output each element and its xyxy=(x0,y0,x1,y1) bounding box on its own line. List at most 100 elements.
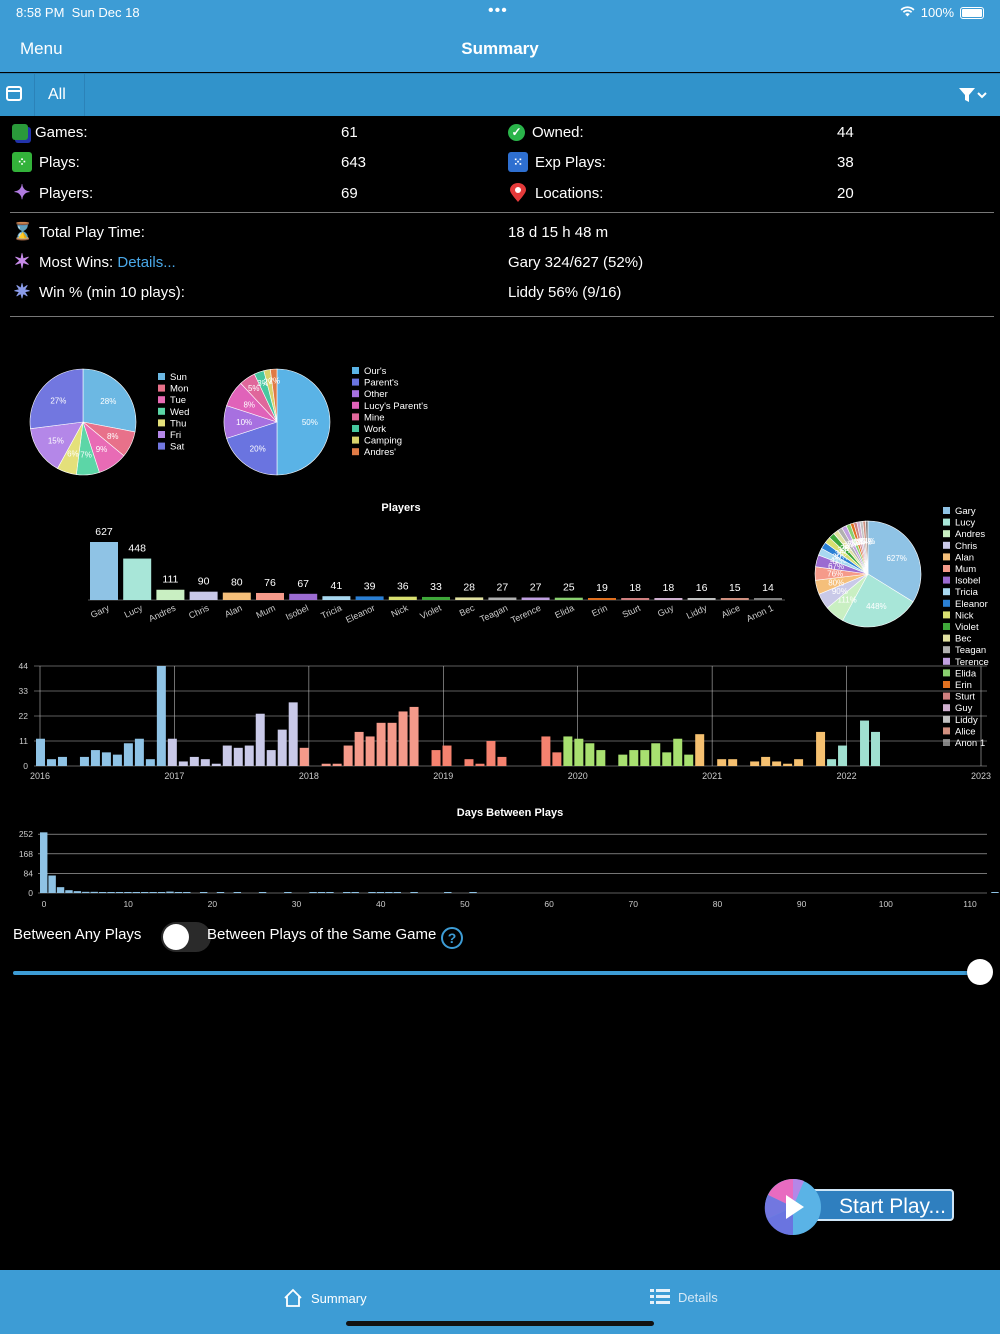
player-count-pie-pct-label: 18% xyxy=(852,538,868,547)
timeline-x-tick: 2021 xyxy=(702,771,722,781)
help-icon[interactable]: ? xyxy=(441,927,463,949)
games-label: Games: xyxy=(35,123,88,141)
days-x-tick: 110 xyxy=(963,899,977,909)
stat-playtime: ⌛ Total Play Time: xyxy=(12,218,145,246)
tab-details[interactable]: Details xyxy=(650,1288,718,1306)
players-bar xyxy=(322,596,351,600)
status-bar: 8:58 PM Sun Dec 18 ••• 100% xyxy=(0,0,1000,24)
timeline-bar xyxy=(288,702,298,766)
timeline-bar xyxy=(728,759,738,766)
calendar-icon[interactable] xyxy=(6,86,22,101)
players-bar xyxy=(189,591,218,600)
timeline-bar xyxy=(299,747,309,766)
range-slider[interactable] xyxy=(13,959,993,985)
timeline-bar xyxy=(200,759,210,766)
player-count-pie-legend-swatch xyxy=(943,657,950,665)
start-play-pie-icon[interactable] xyxy=(764,1178,822,1236)
days-bar xyxy=(98,892,107,893)
weekday-pie-legend-swatch xyxy=(158,373,165,380)
players-bar xyxy=(90,542,118,600)
player-count-pie-pct-label: 14% xyxy=(859,537,875,546)
location-pie-legend-swatch xyxy=(352,378,359,386)
weekday-pie-legend-swatch xyxy=(158,442,165,450)
player-count-pie-legend-swatch xyxy=(943,669,950,677)
period-selector[interactable]: All xyxy=(48,86,66,103)
start-play-label[interactable]: Start Play... xyxy=(804,1189,954,1221)
players-bar-value: 41 xyxy=(331,580,343,592)
players-bar-category: Nick xyxy=(390,603,411,620)
wifi-icon xyxy=(900,5,915,20)
player-count-pie-pct-label: 27% xyxy=(843,542,859,551)
weekday-pie-pct-label: 8% xyxy=(107,432,119,441)
players-bar xyxy=(720,598,749,600)
days-x-tick: 20 xyxy=(208,899,218,909)
players-bar-value: 28 xyxy=(463,581,475,593)
days-bar xyxy=(107,892,115,893)
timeline-x-tick: 2018 xyxy=(299,771,319,781)
location-pie-legend-swatch xyxy=(352,401,359,409)
timeline-bar xyxy=(134,738,144,766)
days-bar xyxy=(115,892,124,893)
details-link[interactable]: Details... xyxy=(117,253,176,271)
timeline-bar xyxy=(827,759,837,766)
player-count-pie-legend-label: Elida xyxy=(955,668,977,679)
timeline-bar xyxy=(332,763,342,766)
timeline-bar xyxy=(376,722,386,766)
players-bar xyxy=(289,593,318,600)
same-game-toggle[interactable] xyxy=(161,922,211,952)
days-bar xyxy=(258,892,267,893)
timeline-bar xyxy=(354,731,364,766)
player-count-pie-pct-label: 80% xyxy=(828,578,844,587)
days-x-tick: 50 xyxy=(460,899,470,909)
tab-summary[interactable]: Summary xyxy=(283,1288,367,1308)
toggle-knob[interactable] xyxy=(163,924,189,950)
divider xyxy=(10,316,994,317)
timeline-y-tick: 22 xyxy=(19,711,29,721)
players-bar-value: 27 xyxy=(497,582,509,594)
player-count-pie-legend-swatch xyxy=(943,541,950,549)
multitask-dots[interactable]: ••• xyxy=(488,2,508,19)
player-count-pie-legend-swatch xyxy=(943,739,950,746)
timeline-bar xyxy=(189,756,199,766)
meeple-star-icon: ✶ xyxy=(13,251,31,273)
player-count-pie-pct-label: 27% xyxy=(845,541,861,550)
players-label: Players: xyxy=(39,184,94,202)
player-count-pie-slice xyxy=(842,573,914,628)
weekday-pie-pct-label: 28% xyxy=(100,397,116,406)
player-count-pie-legend-swatch xyxy=(943,611,950,619)
win-percent-label: Win % (min 10 plays): xyxy=(39,283,185,301)
players-bar-value: 14 xyxy=(762,582,774,594)
days-x-tick: 10 xyxy=(123,899,133,909)
timeline-x-tick: 2019 xyxy=(433,771,453,781)
plays-value: 643 xyxy=(341,153,367,171)
location-pie-legend-label: Our's xyxy=(364,366,387,377)
days-bar xyxy=(410,892,418,893)
player-count-pie-legend-swatch xyxy=(943,588,950,596)
stat-win-percent: ✷ Win % (min 10 plays): xyxy=(12,278,185,306)
slider-thumb[interactable] xyxy=(967,959,993,985)
players-bar-category: Bec xyxy=(458,603,477,619)
weekday-pie-legend-swatch xyxy=(158,396,165,404)
timeline-x-tick: 2022 xyxy=(837,771,857,781)
start-play-button[interactable]: Start Play... xyxy=(764,1178,964,1236)
player-count-pie-pct-label: 67% xyxy=(828,562,844,571)
players-bar xyxy=(222,592,251,600)
players-bar-value: 19 xyxy=(596,582,608,594)
players-bar xyxy=(455,597,484,600)
menu-button[interactable]: Menu xyxy=(20,39,63,58)
weekday-pie-slice xyxy=(29,368,84,429)
timeline-bar xyxy=(211,763,221,766)
players-bar-value: 18 xyxy=(663,582,675,594)
timeline-bar xyxy=(486,741,496,766)
weekday-pie-pct-label: 9% xyxy=(96,445,108,454)
timeline-bar xyxy=(596,750,606,766)
status-time: 8:58 PM Sun Dec 18 xyxy=(16,5,140,20)
player-count-pie-legend-label: Alan xyxy=(955,552,974,563)
days-bar xyxy=(157,892,166,893)
filter-icon[interactable] xyxy=(958,86,988,109)
plays-label: Plays: xyxy=(39,153,80,171)
stat-locations: Locations: xyxy=(508,179,603,207)
player-count-pie-legend-swatch xyxy=(943,530,950,538)
players-bar-value: 33 xyxy=(430,581,442,593)
days-bar xyxy=(233,892,242,893)
